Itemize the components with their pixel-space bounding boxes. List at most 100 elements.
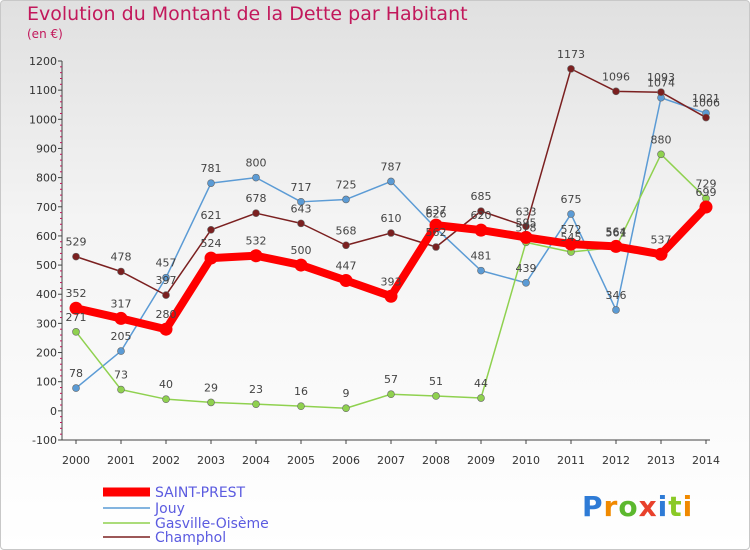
data-point	[342, 241, 350, 250]
data-label: 29	[204, 381, 218, 394]
data-point	[477, 266, 485, 275]
data-label: 9	[343, 387, 350, 400]
logo-letter: P	[582, 490, 604, 523]
data-point	[72, 252, 80, 261]
data-point	[114, 311, 128, 325]
data-point	[477, 207, 485, 215]
data-label: 532	[246, 235, 267, 248]
data-label: 621	[201, 209, 222, 222]
data-label: 393	[381, 275, 402, 288]
data-point	[657, 150, 665, 159]
data-point	[207, 226, 215, 234]
x-tick-label: 2004	[242, 454, 270, 467]
data-label: 787	[381, 160, 402, 173]
data-point	[522, 279, 530, 287]
data-label: 545	[561, 231, 582, 244]
data-point	[567, 65, 575, 73]
x-tick-label: 2001	[107, 454, 135, 467]
data-label: 562	[426, 226, 447, 239]
data-point	[342, 404, 350, 413]
data-point	[612, 87, 620, 96]
data-point	[252, 173, 260, 182]
chart-title: Evolution du Montant de la Dette par Hab…	[27, 3, 468, 25]
data-point	[657, 88, 665, 96]
y-tick-label: 400	[36, 288, 57, 301]
data-label: 447	[336, 260, 357, 273]
data-point	[699, 200, 713, 214]
data-label: 564	[606, 225, 627, 238]
data-point	[519, 230, 533, 244]
data-label: 524	[201, 237, 222, 250]
data-label: 729	[696, 177, 717, 190]
x-tick-label: 2013	[647, 454, 675, 467]
x-tick-label: 2009	[467, 454, 495, 467]
data-point	[252, 209, 260, 217]
x-tick-label: 2003	[197, 454, 225, 467]
data-label: 537	[651, 233, 672, 246]
data-label: 578	[516, 221, 537, 234]
data-label: 1074	[647, 77, 675, 90]
data-label: 1093	[647, 71, 675, 84]
data-point	[69, 301, 83, 315]
x-tick-label: 2002	[152, 454, 180, 467]
y-tick-label: 200	[36, 347, 57, 360]
x-tick-label: 2012	[602, 454, 630, 467]
data-label: 610	[381, 212, 402, 225]
data-label: 678	[246, 192, 267, 205]
x-tick-label: 2007	[377, 454, 405, 467]
data-label: 1006	[692, 97, 720, 110]
data-label: 280	[156, 308, 177, 321]
y-tick-label: 1100	[29, 84, 57, 97]
y-tick-label: 0	[50, 405, 57, 418]
data-point	[117, 347, 125, 355]
data-point	[117, 385, 125, 394]
chart-unit: (en €)	[27, 27, 63, 41]
data-label: 529	[66, 236, 87, 249]
data-label: 500	[291, 244, 312, 257]
x-tick-label: 2011	[557, 454, 585, 467]
data-point	[72, 328, 80, 336]
data-point	[564, 237, 578, 251]
data-label: 439	[516, 262, 537, 275]
data-point	[297, 402, 305, 410]
data-label: 51	[429, 375, 443, 388]
data-label: 457	[156, 257, 177, 270]
data-label: 352	[66, 287, 87, 300]
data-point	[207, 179, 215, 187]
logo-letter: t	[668, 490, 683, 523]
y-tick-label: 700	[36, 201, 57, 214]
data-label: 725	[336, 178, 357, 191]
y-tick-label: 600	[36, 230, 57, 243]
data-point	[522, 222, 530, 231]
data-label: 40	[159, 378, 173, 391]
data-label: 397	[156, 274, 177, 287]
data-point	[429, 218, 443, 232]
data-label: 781	[201, 162, 222, 175]
data-point	[387, 177, 395, 186]
data-label: 800	[246, 157, 267, 170]
y-tick-label: 900	[36, 142, 57, 155]
data-point	[297, 219, 305, 228]
data-point	[477, 394, 485, 402]
logo-letter: x	[638, 490, 658, 523]
data-point	[117, 267, 125, 276]
data-point	[432, 392, 440, 400]
data-point	[387, 390, 395, 399]
data-label: 1173	[557, 48, 585, 61]
data-point	[702, 113, 710, 122]
data-point	[342, 195, 350, 204]
data-point	[432, 243, 440, 251]
data-point	[204, 251, 218, 265]
data-label: 717	[291, 181, 312, 194]
data-label: 572	[561, 223, 582, 236]
data-label: 57	[384, 373, 398, 386]
data-label: 561	[606, 226, 627, 239]
data-label: 595	[516, 216, 537, 229]
y-tick-label: 100	[36, 376, 57, 389]
data-point	[162, 395, 170, 403]
data-point	[162, 273, 170, 282]
data-label: 675	[561, 193, 582, 206]
data-label: 880	[651, 133, 672, 146]
data-label: 23	[249, 383, 263, 396]
